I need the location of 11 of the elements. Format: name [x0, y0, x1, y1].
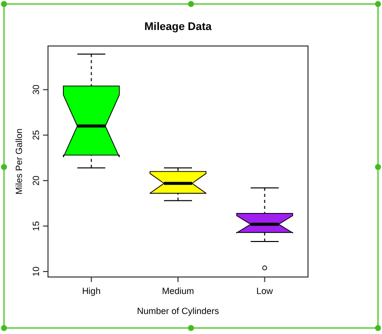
y-tick-label: 30 — [31, 84, 41, 95]
x-tick-label: Medium — [162, 286, 194, 296]
x-tick-label: Low — [256, 286, 274, 296]
y-tick-label: 10 — [31, 266, 41, 277]
x-axis-title: Number of Cylinders — [136, 306, 220, 316]
y-tick-label: 25 — [31, 130, 41, 140]
y-tick-label: 15 — [31, 221, 41, 232]
x-tick-label: High — [82, 286, 101, 296]
y-axis-title: Miles Per Gallon — [14, 128, 24, 195]
y-tick-label: 20 — [31, 176, 41, 186]
chart-title: Mileage Data — [144, 21, 213, 33]
